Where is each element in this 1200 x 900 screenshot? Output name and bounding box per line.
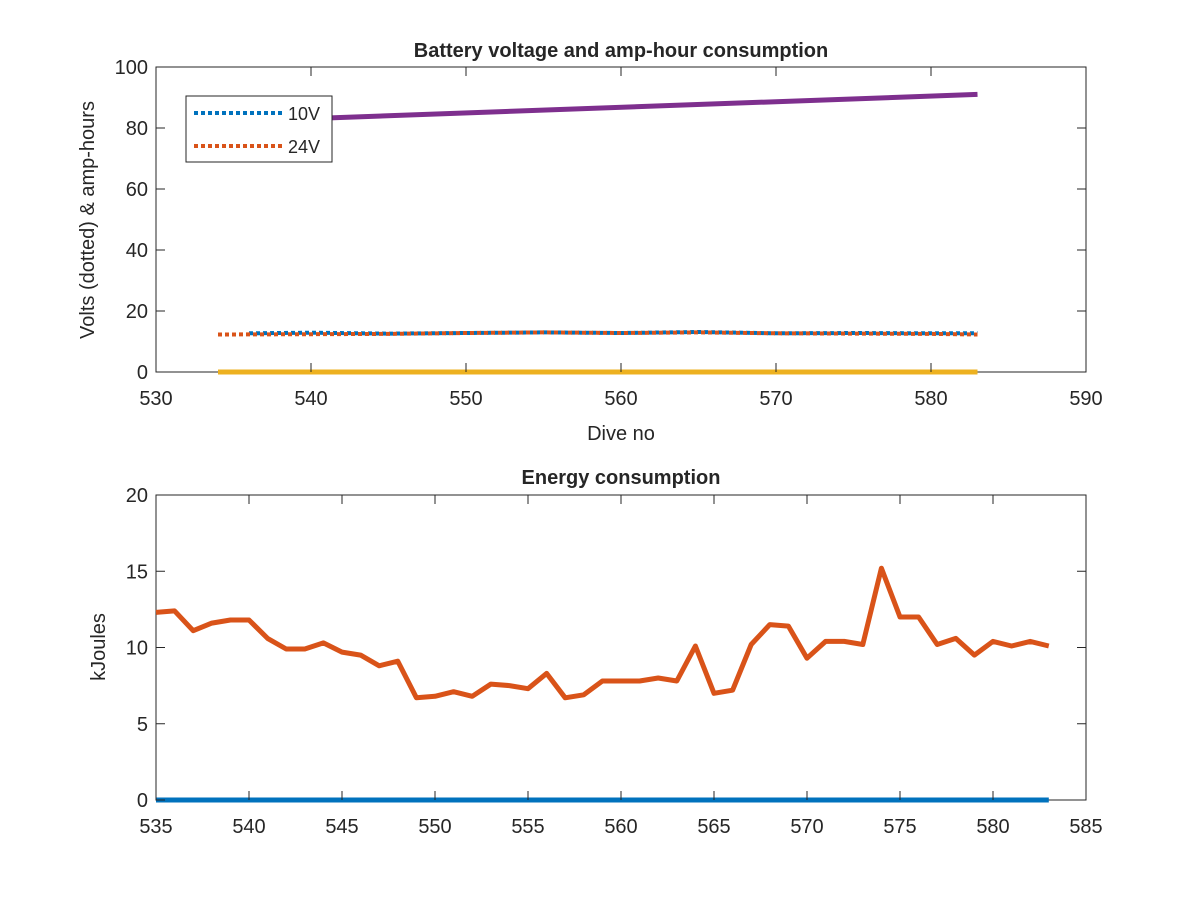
battery-y-tick-label: 100 [115, 57, 148, 79]
battery-x-tick-label: 540 [294, 388, 327, 410]
energy-y-tick-label: 20 [126, 485, 148, 507]
energy-series-line-0 [155, 565, 1050, 701]
battery-y-tick-label: 40 [126, 240, 148, 262]
energy-ticks-layer: 535 540 545 550 555 560 565 570 575 580 585 0 5 10 15 2… [126, 485, 1103, 838]
energy-x-tick-label: 565 [697, 816, 730, 838]
energy-x-tick-label: 570 [790, 816, 823, 838]
battery-y-tick-label: 60 [126, 179, 148, 201]
energy-chart-title: Energy consumption [522, 467, 721, 489]
legend-label-10v: 10V [288, 104, 320, 124]
battery-series-layer [217, 91, 978, 375]
energy-y-tick-label: 10 [126, 638, 148, 660]
battery-x-tick-label: 590 [1069, 388, 1102, 410]
battery-series-line-3 [217, 91, 978, 125]
battery-legend[interactable]: 10V 24V [185, 95, 333, 163]
energy-x-tick-label: 555 [511, 816, 544, 838]
energy-y-tick-label: 5 [137, 714, 148, 736]
energy-x-tick-label: 585 [1069, 816, 1102, 838]
battery-y-tick-label: 80 [126, 118, 148, 140]
battery-series-line-24v [217, 330, 978, 337]
battery-y-tick-label: 20 [126, 301, 148, 323]
battery-x-tick-label: 580 [914, 388, 947, 410]
legend-box [185, 95, 333, 163]
battery-y-axis-label: Volts (dotted) & amp-hours [77, 101, 99, 339]
battery-x-tick-label: 570 [759, 388, 792, 410]
battery-x-tick-label: 530 [139, 388, 172, 410]
energy-x-tick-label: 550 [418, 816, 451, 838]
energy-chart-panel: 535 540 545 550 555 560 565 570 575 580 585 0 5 10 15 2… [88, 467, 1103, 838]
battery-x-tick-label: 550 [449, 388, 482, 410]
battery-ticks-layer: 530 540 550 560 570 580 590 0 20 40 60 80 100 [115, 57, 1103, 410]
energy-x-tick-label: 545 [325, 816, 358, 838]
battery-x-tick-label: 560 [604, 388, 637, 410]
battery-y-tick-label: 0 [137, 362, 148, 384]
energy-x-tick-label: 580 [976, 816, 1009, 838]
battery-chart-panel: 530 540 550 560 570 580 590 0 20 40 60 80 100 Batter… [77, 40, 1103, 445]
legend-label-24v: 24V [288, 137, 320, 157]
energy-x-tick-label: 535 [139, 816, 172, 838]
battery-chart-title: Battery voltage and amp-hour consumption [414, 40, 828, 62]
energy-x-tick-label: 540 [232, 816, 265, 838]
energy-y-axis-label: kJoules [88, 613, 110, 681]
energy-x-tick-label: 575 [883, 816, 916, 838]
battery-x-axis-label: Dive no [587, 423, 655, 445]
energy-y-tick-label: 0 [137, 790, 148, 812]
energy-y-tick-label: 15 [126, 561, 148, 583]
energy-x-tick-label: 560 [604, 816, 637, 838]
